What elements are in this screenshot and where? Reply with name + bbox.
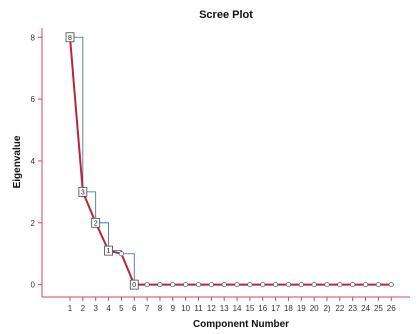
x-tick-label: 25 xyxy=(374,304,383,313)
x-tick-label: 6 xyxy=(132,304,137,313)
data-point-label: 1 xyxy=(107,248,111,255)
markers-group: 8 3 2 1 0 xyxy=(65,32,394,290)
x-tick-label: 20 xyxy=(310,304,319,313)
x-tick-label: 14 xyxy=(233,304,242,313)
data-point-marker xyxy=(324,282,330,288)
data-point-marker xyxy=(298,282,304,288)
data-point-marker xyxy=(234,282,240,288)
data-point-marker xyxy=(375,282,381,288)
data-point-marker xyxy=(65,32,75,43)
y-axis-title: Eigenvalue xyxy=(12,135,23,188)
x-tick-label: 13 xyxy=(220,304,229,313)
data-point-marker xyxy=(363,282,369,288)
data-point-label: 0 xyxy=(132,282,136,289)
data-point-marker xyxy=(350,282,356,288)
x-tick-label: 11 xyxy=(194,304,203,313)
data-point-marker xyxy=(118,251,124,257)
data-point-marker xyxy=(129,279,139,290)
axes-group xyxy=(41,28,410,298)
data-point-marker xyxy=(388,282,394,288)
x-tick-label: 10 xyxy=(181,304,190,313)
data-point-label: 3 xyxy=(81,189,85,196)
data-point-marker xyxy=(157,282,163,288)
data-point-marker xyxy=(91,217,101,228)
x-tick-label: 24 xyxy=(361,304,370,313)
data-point-marker xyxy=(337,282,343,288)
y-tick-label: 0 xyxy=(31,281,36,290)
data-point-marker xyxy=(260,282,266,288)
x-tick-label: 4 xyxy=(106,304,111,313)
data-point-marker xyxy=(104,245,113,256)
data-point-marker xyxy=(144,282,150,288)
data-point-marker xyxy=(170,282,176,288)
data-point-label: 8 xyxy=(68,35,72,42)
data-point-marker xyxy=(273,282,279,288)
step-guide-line xyxy=(70,36,392,286)
x-tick-label: 26 xyxy=(387,304,396,313)
x-tick-label: 22 xyxy=(335,304,344,313)
data-point-marker xyxy=(247,282,253,288)
x-tick-label: 12 xyxy=(207,304,216,313)
x-tick-label: 7 xyxy=(145,304,150,313)
x-tick-label: 19 xyxy=(297,304,306,313)
data-point-marker xyxy=(311,282,317,288)
step-guide-group xyxy=(70,36,392,286)
y-tick-label: 2 xyxy=(31,219,36,228)
y-tick-label: 8 xyxy=(31,33,36,42)
data-point-marker xyxy=(208,282,214,288)
x-tick-label: 18 xyxy=(284,304,293,313)
data-point-marker xyxy=(183,282,189,288)
x-tick-label: 5 xyxy=(119,304,124,313)
x-tick-label: 9 xyxy=(171,304,176,313)
series-line xyxy=(69,37,392,286)
data-point-marker xyxy=(78,186,88,197)
y-tick-label: 4 xyxy=(31,157,36,166)
data-point-marker xyxy=(196,282,202,288)
x-tick-label: 16 xyxy=(258,304,267,313)
x-tick-label: 8 xyxy=(158,304,163,313)
x-tick-label: 1 xyxy=(68,304,73,313)
data-point-label: 2 xyxy=(94,220,98,227)
x-tick-label: 15 xyxy=(245,304,254,313)
x-tick-label: 23 xyxy=(348,304,357,313)
x-tick-label: 2 xyxy=(81,304,86,313)
x-ticks-group: 1 2 3 4 5 6 7 8 9 10 11 12 13 14 15 16 17 18 19 20 2) 22 23 24 2… xyxy=(68,297,396,313)
y-tick-label: 6 xyxy=(31,95,36,104)
series-line-group xyxy=(69,37,392,286)
data-point-marker xyxy=(285,282,291,288)
x-tick-label: 2) xyxy=(323,304,330,313)
y-ticks-group: 0 2 4 6 8 xyxy=(31,33,42,290)
chart-title: Scree Plot xyxy=(199,9,253,21)
data-point-marker xyxy=(221,282,227,288)
x-tick-label: 3 xyxy=(93,304,98,313)
x-axis-title: Component Number xyxy=(193,319,289,330)
x-tick-label: 17 xyxy=(271,304,280,313)
